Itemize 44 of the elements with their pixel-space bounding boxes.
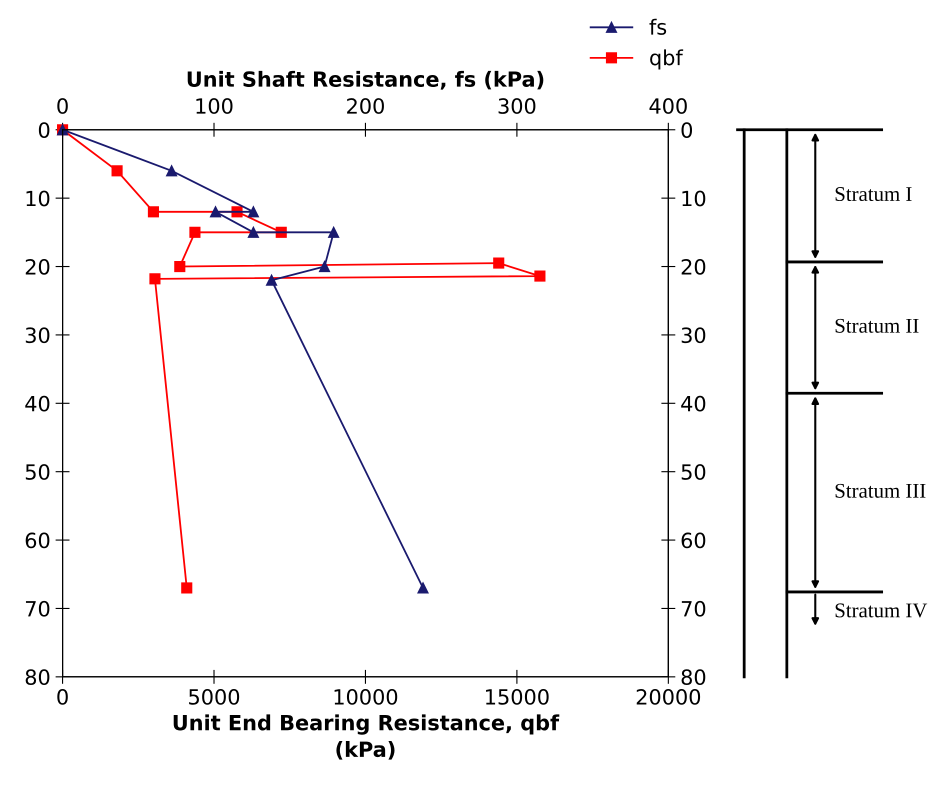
y-tick-label: 0 [38,122,50,138]
x-axis-title: Unit End Bearing Resistance, qbf (kPa) [174,714,560,760]
y2-tick-label: 80 [682,669,706,686]
y2-tick-label: 40 [681,396,706,412]
y-tick-label: 30 [26,327,50,344]
y-tick-label: 70 [26,600,50,617]
point [493,258,504,269]
y-tick-label: 80 [26,669,50,686]
point [148,206,159,218]
text: Stratum I [836,187,912,202]
point [149,273,161,284]
y2-tick-label: 60 [682,532,706,548]
y-tick-label: 50 [26,464,50,480]
point [181,582,192,594]
y2-tick-label: 50 [682,464,706,480]
x-tick-label: 0 [57,689,68,705]
x2-axis-title: Unit Shaft Resistance, fs (kPa) [188,70,544,90]
x2-tick-label: 400 [649,98,687,114]
point [534,270,546,282]
point [174,260,186,272]
x-tick-label: 10000 [334,689,398,705]
y2-tick-label: 70 [682,600,706,617]
y2-tick-label: 10 [682,190,706,206]
text: Stratum III [836,484,926,498]
point [189,226,200,238]
x-tick-label: 15000 [486,689,549,705]
x2-tick-label: 100 [196,98,233,114]
y-tick-label: 60 [26,532,50,548]
text: Stratum IV [836,603,928,618]
legend-label: qbf [650,49,684,70]
y-tick-label: 20 [26,258,50,275]
x2-tick-label: 300 [498,98,536,114]
y2-tick-label: 30 [682,327,706,344]
text: Stratum II [836,318,919,333]
x-tick-label: 20000 [636,689,700,705]
point [112,165,123,176]
y2-tick-label: 20 [682,258,706,275]
x2-tick-label: 0 [57,98,68,114]
y2-tick-label: 0 [682,122,692,138]
y-tick-label: 10 [26,190,50,206]
y-tick-label: 40 [25,396,50,412]
x-tick-label: 5000 [189,689,240,705]
legend-label: fs [649,18,666,35]
x2-tick-label: 200 [347,98,384,114]
